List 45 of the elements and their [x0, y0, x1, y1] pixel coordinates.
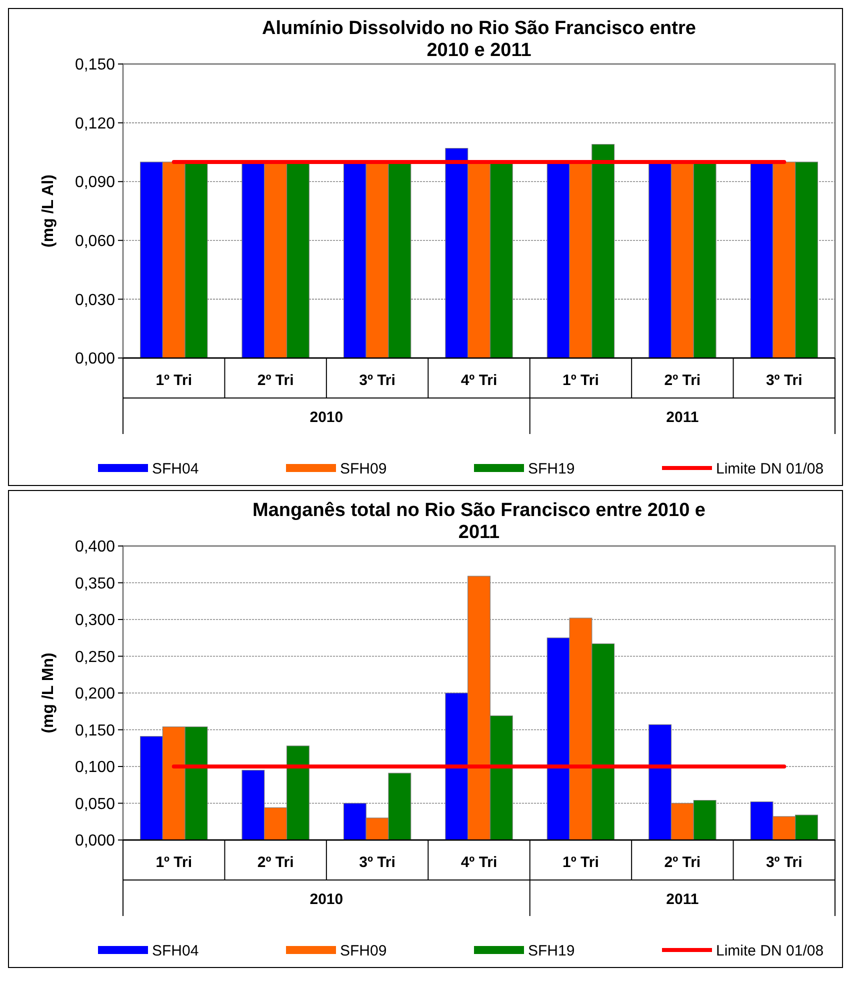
x-tick-label: 1º Tri: [562, 372, 599, 389]
chart-title: Alumínio Dissolvido no Rio São Francisco entre 2010 e 2011: [262, 18, 696, 61]
y-tick-label: 0,090: [74, 174, 116, 192]
legend-label: SFH19: [528, 942, 575, 960]
legend-label: SFH19: [528, 460, 575, 478]
y-tick-label: 0,150: [74, 56, 116, 74]
x-tick-label: 2º Tri: [257, 854, 294, 871]
x-tick-label: 1º Tri: [156, 854, 192, 871]
legend-label: Limite DN 01/08: [716, 942, 824, 960]
x-tick-label: 4º Tri: [460, 372, 498, 389]
y-axis-title: (mg /L Al): [40, 174, 57, 248]
x-tick-label: 2º Tri: [664, 854, 701, 871]
legend-label: SFH04: [152, 942, 199, 960]
legend-label: Limite DN 01/08: [716, 460, 824, 478]
legend-label: SFH09: [340, 942, 387, 960]
y-tick-label: 0,100: [74, 759, 116, 776]
y-tick-label: 0,400: [74, 538, 116, 556]
y-tick-label: 0,250: [74, 648, 116, 666]
text: 2011: [666, 891, 699, 908]
y-tick-label: 0,300: [74, 612, 116, 630]
x-tick-label: 1º Tri: [562, 854, 599, 871]
y-tick-label: 0,050: [74, 796, 116, 813]
x-tick-label: 3º Tri: [766, 854, 802, 871]
y-tick-label: 0,120: [74, 115, 116, 132]
y-tick-label: 0,200: [74, 686, 116, 703]
y-tick-label: 0,030: [74, 292, 116, 309]
y-tick-label: 0,350: [74, 575, 116, 592]
text: 2010: [310, 409, 344, 426]
x-tick-label: 2º Tri: [257, 372, 294, 389]
x-tick-label: 2º Tri: [664, 372, 701, 389]
y-axis-title: (mg /L Mn): [40, 652, 57, 734]
x-tick-label: 3º Tri: [766, 372, 802, 389]
x-tick-label: 1º Tri: [156, 372, 192, 389]
chart-title: Manganês total no Rio São Francisco entre 2010 e 2011: [252, 500, 706, 543]
y-tick-label: 0,060: [74, 233, 116, 250]
x-tick-label: 3º Tri: [359, 854, 396, 871]
y-tick-label: 0,150: [74, 722, 116, 740]
y-tick-label: 0,000: [74, 832, 116, 850]
legend-label: SFH04: [152, 460, 199, 478]
text: 2010: [310, 891, 344, 908]
y-tick-label: 0,000: [74, 350, 116, 368]
x-tick-label: 4º Tri: [460, 854, 498, 871]
text: 2011: [666, 409, 699, 426]
legend-label: SFH09: [340, 460, 387, 478]
x-tick-label: 3º Tri: [359, 372, 396, 389]
